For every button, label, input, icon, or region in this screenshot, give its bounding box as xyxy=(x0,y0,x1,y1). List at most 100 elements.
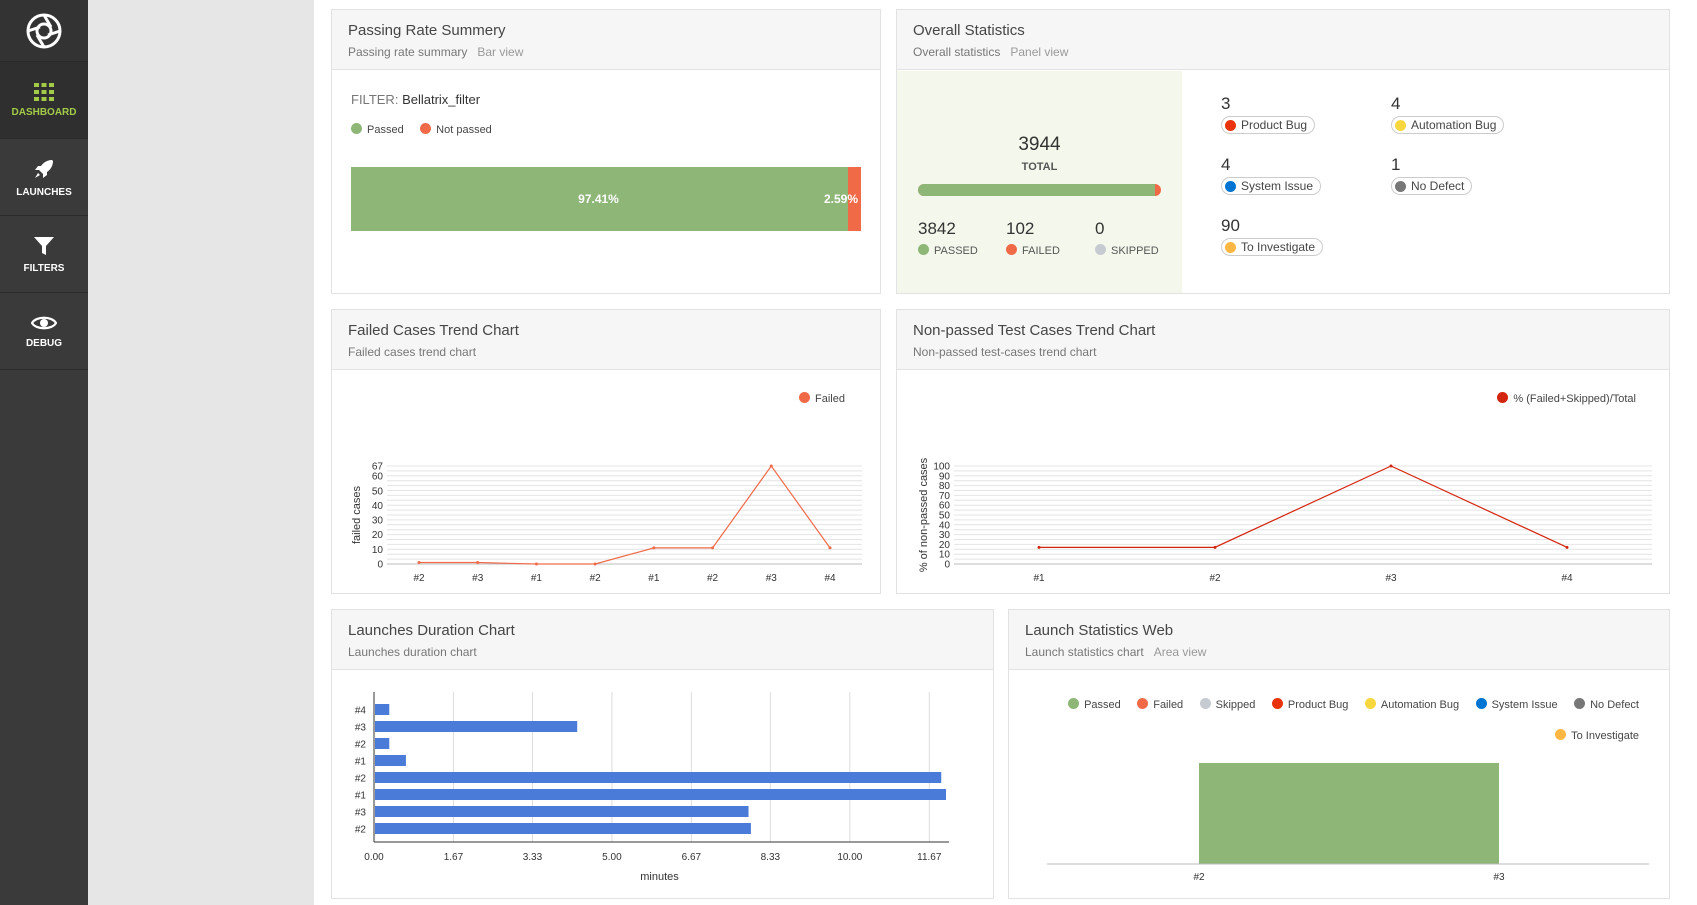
legend-not-passed[interactable]: Not passed xyxy=(420,123,492,136)
y-tick-label: 10 xyxy=(939,550,951,561)
launch-statistics-chart[interactable]: #2 #3 xyxy=(1009,610,1671,900)
widget-header[interactable]: Failed Cases Trend Chart Failed cases tr… xyxy=(332,310,880,370)
widget-header[interactable]: Launch Statistics Web Launch statistics … xyxy=(1009,610,1669,670)
defect-label: Automation Bug xyxy=(1411,118,1497,132)
defect-system-issue[interactable]: 4 System Issue xyxy=(1221,155,1322,197)
y-tick-label: 67 xyxy=(372,462,384,473)
legend-item[interactable]: No Defect xyxy=(1574,698,1639,711)
legend-item[interactable]: Failed xyxy=(1137,698,1183,711)
failed-percent-label: 2.59% xyxy=(823,192,858,206)
eye-icon xyxy=(31,316,57,329)
legend-nonpassed[interactable]: % (Failed+Skipped)/Total xyxy=(1497,392,1636,405)
defect-product-bug[interactable]: 3 Product Bug xyxy=(1221,94,1316,136)
data-point xyxy=(1213,545,1217,549)
filter-icon xyxy=(34,236,54,255)
legend-passed-label: Passed xyxy=(367,124,404,136)
legend-label: To Investigate xyxy=(1571,730,1639,742)
legend-dot xyxy=(1199,698,1211,709)
passing-legend: Passed Not passed xyxy=(351,120,492,138)
widget-overall-statistics: Overall Statistics Overall statistics Pan… xyxy=(896,9,1670,294)
stat-failed[interactable]: 102 FAILED xyxy=(1006,219,1060,257)
legend-failed[interactable]: Failed xyxy=(799,392,845,405)
y-tick-label: 0 xyxy=(944,560,950,571)
widget-view-mode: Area view xyxy=(1153,645,1207,659)
widget-header[interactable]: Non-passed Test Cases Trend Chart Non-pa… xyxy=(897,310,1669,370)
x-tick-label: 5.00 xyxy=(602,852,622,863)
data-point xyxy=(828,546,832,550)
defect-count: 90 xyxy=(1221,216,1240,235)
filter-value[interactable]: Bellatrix_filter xyxy=(402,92,481,107)
widget-title: Failed Cases Trend Chart xyxy=(348,322,519,339)
launch-stats-legend: Passed Failed Skipped Product Bug Automa… xyxy=(1039,689,1639,751)
stat-skipped[interactable]: 0 SKIPPED xyxy=(1095,219,1159,257)
widget-title: Non-passed Test Cases Trend Chart xyxy=(913,322,1156,339)
y-tick-label: 40 xyxy=(372,501,384,512)
y-axis-label: failed cases xyxy=(351,485,363,544)
widget-failed-trend: Failed Cases Trend Chart Failed cases tr… xyxy=(331,309,881,594)
widget-subtitle: Launch statistics chart xyxy=(1025,645,1144,659)
legend-item[interactable]: Automation Bug xyxy=(1364,698,1459,711)
y-tick-label: #2 xyxy=(355,774,367,785)
series-line xyxy=(1039,465,1568,548)
legend-dot-passed xyxy=(351,123,362,134)
nav-filters[interactable]: FILTERS xyxy=(0,216,88,293)
legend-dot xyxy=(1271,698,1283,709)
y-tick-label: 50 xyxy=(939,511,951,522)
nav-debug[interactable]: DEBUG xyxy=(0,293,88,370)
nav-launches[interactable]: LAUNCHES xyxy=(0,139,88,216)
x-tick-label: 3.33 xyxy=(523,852,543,863)
widget-header[interactable]: Overall Statistics Overall statistics Pan… xyxy=(897,10,1669,70)
legend-label: No Defect xyxy=(1590,699,1639,711)
data-point xyxy=(476,561,480,565)
legend-item[interactable]: To Investigate xyxy=(1555,729,1639,742)
legend-dot xyxy=(1555,729,1567,740)
x-tick-label: #3 xyxy=(1493,872,1505,883)
widget-header[interactable]: Launches Duration Chart Launches duratio… xyxy=(332,610,993,670)
nav-dashboard[interactable]: DASHBOARD xyxy=(0,62,88,139)
y-tick-label: 90 xyxy=(939,471,951,482)
nav-dashboard-label: DASHBOARD xyxy=(11,106,77,118)
content-margin xyxy=(88,0,314,905)
duration-bar xyxy=(375,755,406,766)
defect-no-defect[interactable]: 1 No Defect xyxy=(1391,155,1473,197)
widget-launch-statistics: Launch Statistics Web Launch statistics … xyxy=(1008,609,1670,899)
legend-item[interactable]: Skipped xyxy=(1199,698,1255,711)
stat-failed-label: FAILED xyxy=(1022,245,1060,257)
duration-chart[interactable]: 0.00 1.67 3.33 5.00 6.67 8.33 10.00 11.67 #4 #3 #2… xyxy=(332,610,995,900)
x-axis-label: minutes xyxy=(640,871,679,883)
defect-badge: Automation Bug xyxy=(1391,116,1505,134)
defect-dot xyxy=(1225,180,1236,192)
passed-area xyxy=(1199,763,1499,864)
defect-dot xyxy=(1395,119,1406,131)
legend-item[interactable]: Passed xyxy=(1068,698,1121,711)
y-tick-label: 10 xyxy=(372,545,384,556)
app-logo[interactable] xyxy=(0,0,88,62)
defect-automation-bug[interactable]: 4 Automation Bug xyxy=(1391,94,1505,136)
legend-item[interactable]: Product Bug xyxy=(1271,698,1348,711)
passed-percent-label: 97.41% xyxy=(578,192,619,206)
stat-skipped-count: 0 xyxy=(1095,219,1105,238)
x-tick-label: #4 xyxy=(824,573,836,584)
legend-passed[interactable]: Passed xyxy=(351,123,404,136)
filter-line: FILTER: Bellatrix_filter xyxy=(351,92,480,107)
duration-bar xyxy=(375,789,946,800)
total-count[interactable]: 3944 xyxy=(1018,134,1061,155)
y-tick-label: #2 xyxy=(355,825,367,836)
legend-label: Passed xyxy=(1084,699,1121,711)
defect-to-investigate[interactable]: 90 To Investigate xyxy=(1221,216,1324,258)
y-tick-label: 20 xyxy=(372,530,384,541)
defect-badge: Product Bug xyxy=(1221,116,1316,134)
y-tick-label: 100 xyxy=(933,462,950,473)
stat-passed[interactable]: 3842 PASSED xyxy=(918,219,978,257)
widget-header[interactable]: Passing Rate Summery Passing rate summar… xyxy=(332,10,880,70)
passing-rate-bar[interactable]: 97.41% 2.59% xyxy=(351,167,861,231)
legend-dot xyxy=(1475,698,1487,709)
y-tick-label: 40 xyxy=(939,520,951,531)
legend-item[interactable]: System Issue xyxy=(1475,698,1558,711)
widget-subtitle: Launches duration chart xyxy=(348,645,477,659)
data-point xyxy=(711,546,715,550)
nav-debug-label: DEBUG xyxy=(25,337,63,349)
x-tick-label: 11.67 xyxy=(917,852,942,863)
